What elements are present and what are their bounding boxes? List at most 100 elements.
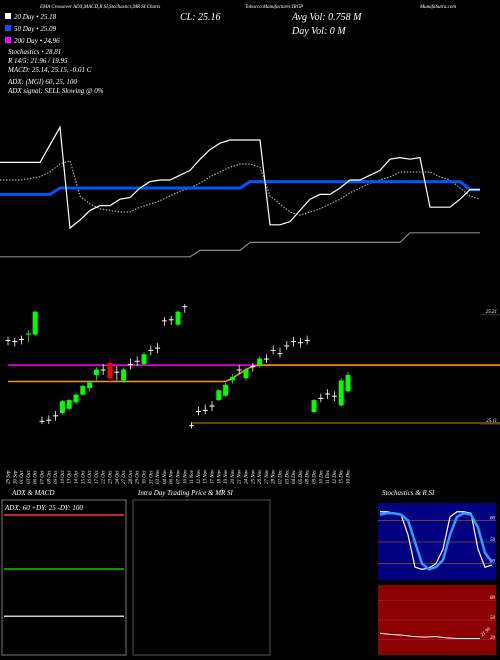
x-tick-label: 31 Oct [149, 470, 154, 484]
candle-body [311, 400, 317, 413]
x-tick-label: 29 Oct [136, 470, 141, 484]
candle-body [270, 349, 276, 351]
x-tick-label: 27 Nov [265, 469, 270, 484]
y-tick-label: 25.21 [486, 310, 497, 315]
indicator-line [0, 232, 480, 258]
candle-body [318, 397, 324, 399]
candle-body [141, 354, 147, 365]
legend-swatch [5, 13, 11, 19]
x-tick-label: 07 Nov [177, 469, 182, 484]
candle-body [209, 405, 215, 407]
candle-body [189, 425, 195, 427]
x-tick-label: 13 Nov [204, 469, 209, 484]
x-tick-label: 09 Oct [54, 470, 59, 484]
candle-body [127, 364, 133, 366]
x-tick-label: 21 Nov [238, 469, 243, 484]
candle-body [100, 369, 106, 371]
candle-body [93, 369, 99, 375]
candle-body [25, 333, 31, 335]
x-tick-label: 04 Nov [163, 469, 168, 484]
header-strip: EMA Crossover ADX,MACD,R SI,Stochastics,… [39, 5, 160, 10]
candle-body [257, 358, 263, 366]
candle-body [195, 410, 201, 412]
candle-body [53, 415, 59, 417]
x-tick-label: 30 Oct [143, 470, 148, 484]
y-tick-label: 20 [490, 560, 496, 565]
intraday-panel [132, 499, 271, 656]
x-tick-label: 15 Dec [340, 469, 345, 484]
candle-body [277, 353, 283, 355]
y-tick-label: 80 [490, 596, 496, 601]
x-tick-label: 08 Dec [306, 469, 311, 484]
x-tick-label: 10 Dec [319, 469, 324, 484]
candle-body [229, 377, 235, 381]
x-tick-label: 05 Dec [299, 469, 304, 484]
panel-title: ADX & MACD [11, 489, 54, 497]
ma50-label: 50 Day • 25.09 [14, 25, 57, 33]
day-volume: Day Vol: 0 M [291, 26, 346, 37]
macd-label: MACD: 25.14, 25.15, -0.01 C [7, 66, 92, 74]
candle-body [297, 342, 303, 344]
y-tick-label: 50 [490, 616, 496, 621]
x-tick-label: 08 Oct [47, 470, 52, 484]
candle-body [121, 369, 127, 381]
y-tick-label: 25.11 [486, 419, 497, 424]
x-tick-label: 22 Oct [102, 470, 107, 484]
adx-values: ADX: 60 +DY: 25 -DY: 100 [4, 504, 83, 512]
x-tick-label: 03 Oct [27, 470, 32, 484]
candle-body [39, 420, 45, 422]
x-tick-label: 03 Nov [156, 469, 161, 484]
adx-panel [1, 499, 127, 656]
candle-body [80, 385, 86, 395]
candle-body [32, 311, 38, 335]
x-tick-label: 25 Nov [251, 469, 256, 484]
candle-body [161, 320, 167, 322]
indicator-line [0, 125, 480, 230]
stoch-line [379, 511, 494, 571]
x-tick-label: 09 Dec [313, 469, 318, 484]
x-tick-label: 06 Nov [170, 469, 175, 484]
candle-body [73, 394, 79, 403]
candle-body [134, 360, 140, 362]
ma20-label: 20 Day • 25.18 [14, 13, 57, 21]
candle-body [304, 340, 310, 342]
candle-body [263, 358, 269, 360]
candle-body [338, 380, 344, 406]
candle-body [291, 341, 297, 343]
x-tick-label: 24 Oct [115, 470, 120, 484]
candle-body [202, 409, 208, 411]
rsi-value-label: 21.96 [480, 627, 492, 638]
x-tick-label: 16 Oct [88, 470, 93, 484]
x-tick-label: 14 Oct [75, 470, 80, 484]
candle-body [250, 366, 256, 368]
x-tick-label: 17 Oct [95, 470, 100, 484]
candle-body [325, 393, 331, 395]
x-tick-label: 20 Nov [231, 469, 236, 484]
candle-body [284, 345, 290, 347]
x-tick-label: 23 Oct [109, 470, 114, 484]
panel-title: Intra Day Trading Price & MR SI [137, 489, 234, 497]
x-tick-label: 18 Nov [217, 469, 222, 484]
indicator-line [0, 180, 480, 196]
candle-body [155, 347, 161, 349]
x-tick-label: 07 Oct [41, 470, 46, 484]
x-tick-label: 28 Oct [129, 470, 134, 484]
legend-swatch [5, 25, 11, 31]
candle-body [114, 371, 120, 373]
legend-swatch [5, 37, 11, 43]
candle-body [331, 395, 337, 397]
x-tick-label: 29 Sep [7, 470, 12, 484]
candle-body [223, 384, 229, 396]
ma200-label: 200 Day • 24.96 [14, 37, 60, 45]
x-tick-label: 06 Oct [34, 470, 39, 484]
candle-body [175, 311, 181, 325]
candle-body [66, 400, 72, 409]
x-tick-label: 13 Oct [68, 470, 73, 484]
y-tick-label: 50 [490, 538, 496, 543]
x-tick-label: 02 Dec [279, 469, 284, 484]
candle-body [182, 306, 188, 308]
x-tick-label: 28 Nov [272, 469, 277, 484]
candle-body [107, 362, 113, 379]
candle-body [236, 369, 242, 371]
